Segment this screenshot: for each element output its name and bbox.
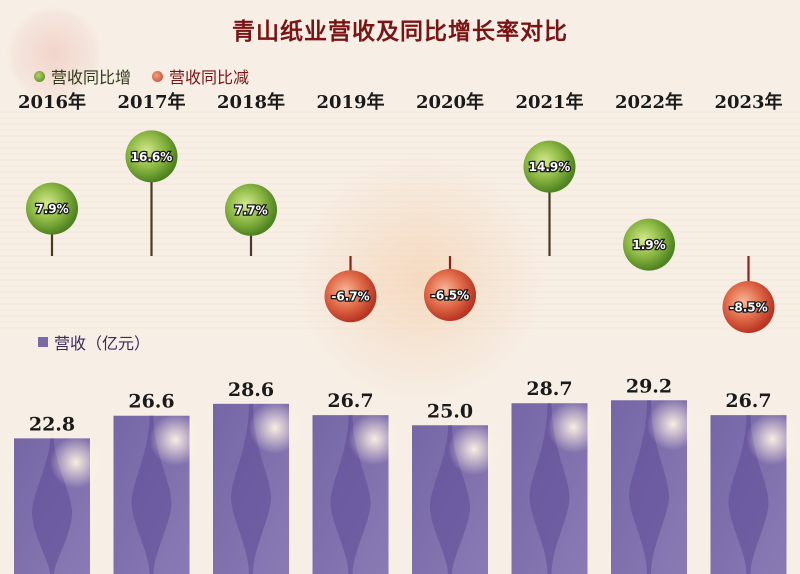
increase-dot-icon <box>34 70 45 82</box>
legend-increase-label: 营收同比增 <box>51 68 132 87</box>
bar-decoration <box>529 403 570 574</box>
rate-decrease-bubble <box>424 269 476 321</box>
bar-decoration <box>629 400 669 574</box>
legend-decrease: 营收同比减 <box>152 64 249 88</box>
bar-decoration <box>32 438 72 574</box>
bar-highlight <box>348 413 401 466</box>
rate-decrease-bubble <box>722 281 775 333</box>
bar-decoration <box>131 415 172 574</box>
rate-increase-bubble <box>125 130 178 183</box>
revenue-value-label: 22.8 <box>29 413 75 435</box>
revenue-value-label: 28.7 <box>526 378 572 400</box>
chart-title: 青山纸业营收及同比增长率对比 <box>232 18 568 45</box>
decrease-dot-icon <box>152 70 163 82</box>
rate-label: -6.5% <box>431 289 469 303</box>
rate-label: -8.5% <box>729 301 767 315</box>
bar-highlight <box>50 436 102 489</box>
legend-increase: 营收同比增 <box>34 64 131 88</box>
rate-label: 7.7% <box>234 203 267 217</box>
revenue-square-icon <box>38 337 48 347</box>
bar-decoration <box>330 415 371 574</box>
rate-decrease-bubble <box>324 270 377 323</box>
rate-increase-bubble <box>523 140 576 193</box>
rate-increase-bubble <box>26 182 78 235</box>
legend-revenue: 营收（亿元） <box>38 330 150 354</box>
rate-label: -6.7% <box>331 290 369 304</box>
bar-highlight <box>149 413 202 466</box>
rate-label: 7.9% <box>35 202 68 216</box>
rate-increase-bubble <box>623 218 675 271</box>
bar-decoration <box>728 415 769 574</box>
legend-revenue-label: 营收（亿元） <box>54 334 151 353</box>
bar-highlight <box>448 423 500 476</box>
bar-highlight <box>647 398 699 451</box>
revenue-value-label: 26.7 <box>327 390 373 412</box>
year-label: 2018年 <box>217 91 285 113</box>
rate-label: 14.9% <box>529 160 571 174</box>
revenue-value-label: 26.7 <box>725 390 771 412</box>
rate-label: 16.6% <box>131 150 173 164</box>
bar-highlight <box>547 401 600 454</box>
rate-increase-bubble <box>225 183 277 236</box>
year-label: 2016年 <box>18 91 86 113</box>
bar-highlight <box>249 401 301 454</box>
revenue-value-label: 29.2 <box>626 375 672 397</box>
revenue-value-label: 25.0 <box>427 400 473 422</box>
revenue-value-label: 26.6 <box>128 391 174 413</box>
bar-highlight <box>746 413 799 466</box>
year-label: 2017年 <box>117 91 185 113</box>
bar-decoration <box>430 425 470 574</box>
year-label: 2020年 <box>416 91 484 113</box>
revenue-value-label: 28.6 <box>228 379 274 401</box>
year-label: 2023年 <box>714 91 782 113</box>
year-label: 2021年 <box>515 91 583 113</box>
watermark-logo <box>6 6 102 102</box>
bar-decoration <box>231 403 271 574</box>
year-label: 2022年 <box>615 91 683 113</box>
legend-decrease-label: 营收同比减 <box>169 68 250 87</box>
year-label: 2019年 <box>316 91 384 113</box>
rate-label: 1.9% <box>632 238 665 252</box>
